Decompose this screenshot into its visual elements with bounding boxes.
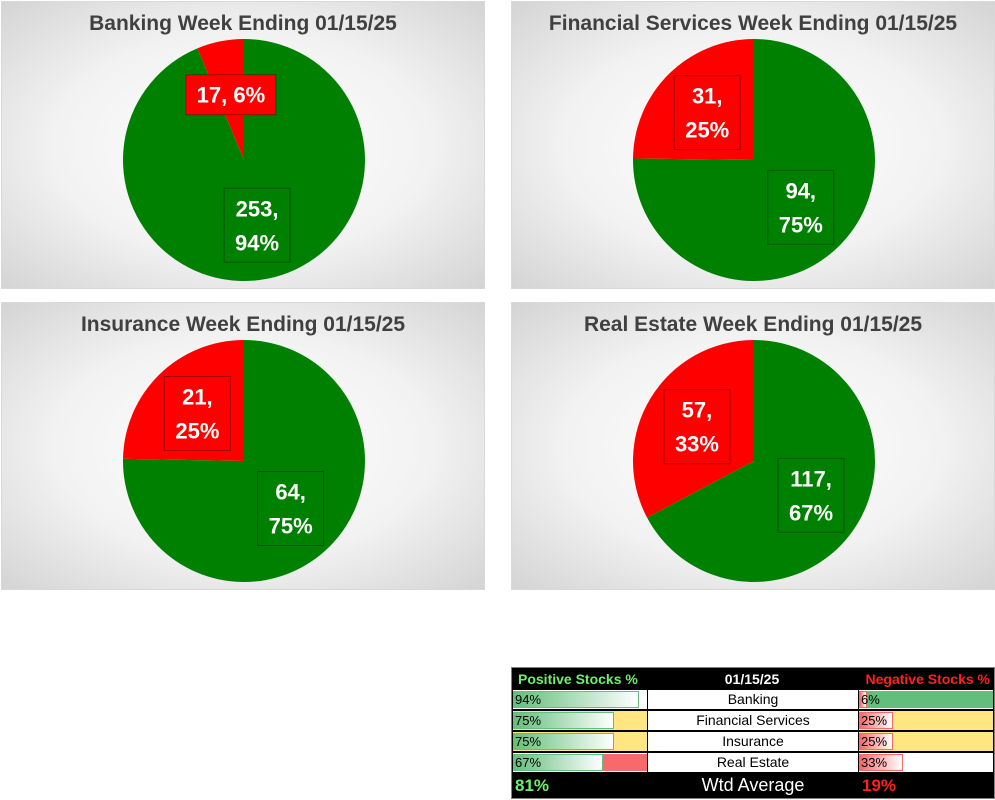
summary-row: 67% Real Estate 33% (512, 753, 994, 773)
negative-value: 6% (861, 692, 880, 707)
positive-cell: 67% (513, 753, 647, 772)
positive-cell: 75% (513, 711, 647, 730)
data-label: 253, 94% (223, 187, 291, 263)
data-label: 57,33% (663, 389, 731, 465)
chart-real-estate: Real Estate Week Ending 01/15/25 57, 33% 1… (511, 302, 995, 590)
chart-title: Financial Services Week Ending 01/15/25 (548, 12, 958, 35)
data-label-box (185, 74, 277, 116)
data-label-text: 253, (236, 196, 279, 221)
data-label-box (673, 75, 741, 151)
positive-value: 75% (515, 734, 542, 749)
positive-bar (513, 754, 603, 771)
data-label-text: 64, (275, 479, 306, 504)
negative-cell: 33% (859, 753, 993, 772)
positive-header: Positive Stocks % (518, 671, 638, 687)
data-label-text: 57, (682, 398, 713, 423)
weighted-average-label: Wtd Average (701, 775, 805, 795)
chart-title: Banking Week Ending 01/15/25 (89, 12, 397, 35)
data-label: 64,75% (257, 470, 325, 546)
positive-value: 75% (515, 713, 542, 728)
positive-cell: 94% (513, 690, 647, 709)
data-label-text: 94, (785, 178, 816, 203)
positive-bar (513, 691, 639, 708)
data-label-text: 117, (790, 466, 832, 491)
weighted-average-negative: 19% (862, 776, 897, 795)
chart-insurance: Insurance Week Ending 01/15/25 21, 25% 64,… (1, 302, 485, 590)
chart-title: Real Estate Week Ending 01/15/25 (583, 313, 923, 336)
data-label: 21,25% (163, 376, 231, 452)
data-label-text: 21, (182, 385, 213, 410)
summary-row: 94% Banking 6% (512, 690, 994, 710)
positive-bar (513, 733, 614, 750)
data-label-text: 75% (269, 513, 313, 538)
pie-slice-positive (122, 39, 365, 281)
data-label: 17, 6% (185, 74, 277, 116)
positive-bar (513, 712, 614, 729)
negative-bar (859, 754, 903, 771)
pie-svg: 31,25%94,75% (633, 39, 875, 281)
date-header: 01/15/25 (724, 671, 780, 687)
data-label-text: 33% (675, 432, 719, 457)
pie-svg: 17, 6% 253, 94% (122, 39, 365, 281)
data-label-text: 75% (779, 212, 823, 237)
positive-cell: 75% (513, 732, 647, 751)
data-label-text: 94% (235, 230, 279, 255)
chart-banking: Banking Week Ending 01/15/25 17, 6% 253, 9… (1, 1, 485, 289)
sector-label: Insurance (648, 732, 858, 751)
chart-financial-services: Financial Services Week Ending 01/15/25 … (511, 1, 995, 289)
sector-label: Banking (648, 690, 858, 709)
positive-value: 94% (515, 692, 542, 707)
data-label-text: 25% (175, 419, 219, 444)
data-label-box (163, 376, 231, 452)
data-label: 117, 67% (777, 457, 845, 533)
summary-table: Positive Stocks % 01/15/25 Negative Stoc… (511, 667, 995, 799)
negative-header: Negative Stocks % (865, 671, 991, 687)
data-label-box (663, 389, 731, 465)
positive-bar-remainder (603, 754, 647, 771)
positive-value: 67% (515, 755, 542, 770)
negative-bar (859, 691, 867, 708)
chart-title: Insurance Week Ending 01/15/25 (80, 313, 406, 336)
data-label-text: 31, (692, 84, 723, 109)
negative-bar (859, 733, 893, 750)
negative-bar-remainder (867, 691, 993, 708)
summary-row: 75% Financial Services 25% (512, 711, 994, 731)
negative-cell: 25% (859, 732, 993, 751)
data-label-text: 17, 6% (197, 83, 266, 108)
data-label-text: 25% (685, 118, 729, 143)
sector-label: Real Estate (648, 753, 858, 772)
data-label-text: 67% (789, 500, 833, 525)
data-label-box (257, 470, 325, 546)
sector-label: Financial Services (648, 711, 858, 730)
pie-svg: 57,33%117,67% (633, 340, 876, 582)
data-label-box (223, 187, 291, 263)
summary-row: 75% Insurance 25% (512, 732, 994, 752)
data-label-box (777, 457, 845, 533)
negative-value: 25% (861, 713, 888, 728)
negative-cell: 6% (859, 690, 993, 709)
weighted-average-positive: 81% (515, 776, 550, 795)
negative-bar (859, 712, 893, 729)
negative-value: 33% (861, 755, 888, 770)
pie-svg: 21,25%64,75% (122, 340, 365, 582)
negative-cell: 25% (859, 711, 993, 730)
negative-value: 25% (861, 734, 888, 749)
data-label: 31,25% (673, 75, 741, 151)
data-label-box (767, 169, 835, 245)
data-label: 94,75% (767, 169, 835, 245)
